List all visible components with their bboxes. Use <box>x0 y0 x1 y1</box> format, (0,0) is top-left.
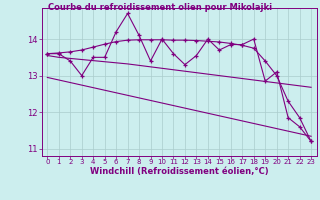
X-axis label: Windchill (Refroidissement éolien,°C): Windchill (Refroidissement éolien,°C) <box>90 167 268 176</box>
Text: Courbe du refroidissement olien pour Mikolajki: Courbe du refroidissement olien pour Mik… <box>48 3 272 12</box>
